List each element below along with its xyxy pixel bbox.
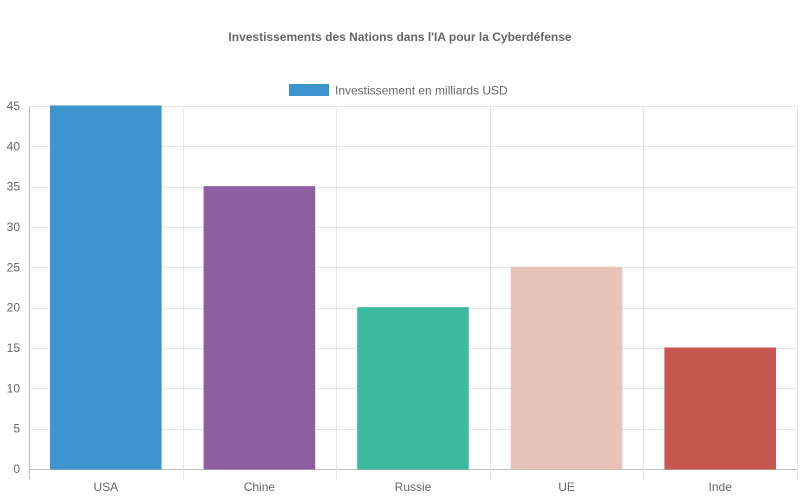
bar-russie[interactable] <box>357 307 469 470</box>
y-tick-label: 35 <box>7 180 21 194</box>
legend-label[interactable]: Investissement en milliards USD <box>335 84 508 98</box>
legend-swatch[interactable] <box>289 84 329 96</box>
x-tick-label: Chine <box>244 480 276 494</box>
bars <box>50 105 776 470</box>
x-tick-label: USA <box>93 480 118 494</box>
bar-inde[interactable] <box>664 347 776 470</box>
chart-title: Investissements des Nations dans l'IA po… <box>228 30 572 44</box>
bar-chine[interactable] <box>203 186 316 470</box>
y-tick-label: 20 <box>7 301 21 315</box>
y-tick-label: 45 <box>7 99 21 113</box>
axes: 0 5 10 15 20 25 30 35 40 45 USA Chine Russie UE Inde <box>7 99 733 494</box>
y-tick-label: 10 <box>7 381 21 395</box>
bar-usa[interactable] <box>50 105 162 470</box>
legend[interactable]: Investissement en milliards USD <box>289 84 508 98</box>
x-tick-label: Russie <box>395 480 432 494</box>
x-tick-label: Inde <box>709 480 733 494</box>
x-tick-label: UE <box>558 480 575 494</box>
y-tick-label: 40 <box>7 139 21 153</box>
y-tick-label: 5 <box>13 422 20 436</box>
y-tick-label: 30 <box>7 220 21 234</box>
y-tick-label: 25 <box>7 260 21 274</box>
bar-ue[interactable] <box>510 266 623 470</box>
y-tick-label: 0 <box>13 462 20 476</box>
y-tick-label: 15 <box>7 341 21 355</box>
